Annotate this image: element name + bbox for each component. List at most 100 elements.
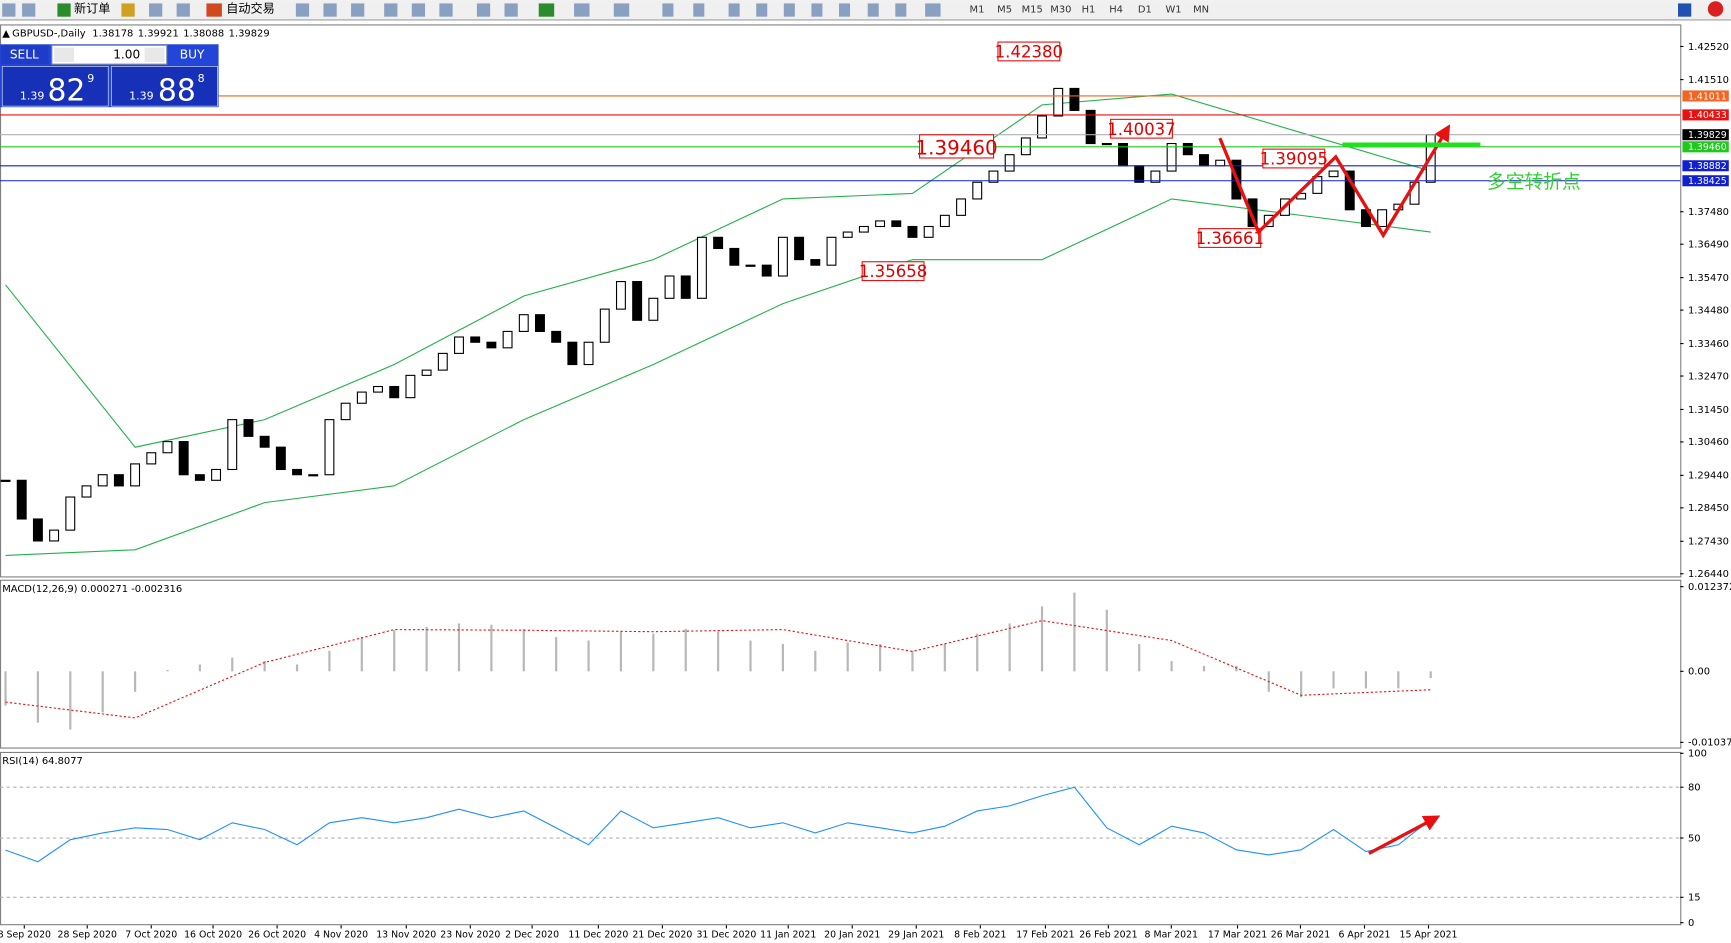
one-click-trading: SELL 1.00 BUY 1.39 82 9 1.39 88 8	[0, 44, 219, 109]
candle	[972, 181, 983, 200]
icon[interactable]	[121, 3, 135, 17]
timeframe-button[interactable]: M1	[970, 4, 985, 15]
candle	[389, 385, 400, 399]
icon[interactable]	[728, 3, 740, 17]
lot-down[interactable]	[54, 47, 74, 62]
icon[interactable]	[295, 3, 310, 17]
bid-big-figure: 1.39	[20, 89, 45, 102]
icon[interactable]	[2, 3, 16, 17]
price-tag-label: 1.40433	[1688, 110, 1727, 121]
icon[interactable]	[1707, 1, 1724, 17]
price-tag	[1682, 129, 1729, 141]
candle	[907, 225, 918, 238]
annotation-label: 1.36661	[1196, 229, 1264, 248]
candle	[1328, 170, 1339, 178]
candle	[130, 463, 141, 487]
lot-input[interactable]	[51, 44, 168, 65]
icon[interactable]	[693, 3, 705, 17]
icon[interactable]	[811, 3, 823, 17]
timeframe-button[interactable]: M5	[997, 4, 1012, 15]
annotation-label: 1.40037	[1107, 120, 1175, 139]
candle	[308, 474, 319, 477]
candle	[421, 369, 432, 376]
macd-bar	[619, 631, 623, 672]
macd-bar	[198, 664, 201, 672]
icon[interactable]	[538, 3, 555, 17]
new-order-button[interactable]: 新订单	[74, 0, 110, 15]
timeframe-button[interactable]: H4	[1109, 4, 1123, 15]
lot-value[interactable]: 1.00	[113, 48, 140, 62]
icon[interactable]	[176, 3, 190, 17]
x-tick-label: 11 Dec 2020	[568, 929, 628, 940]
icon[interactable]	[351, 3, 365, 17]
candle	[227, 419, 238, 471]
symbol-info: GBPUSD-,Daily 1.38178 1.39921 1.38088 1.3982…	[12, 29, 270, 40]
macd-bar	[328, 650, 331, 672]
icon[interactable]	[867, 3, 879, 17]
icon[interactable]	[839, 3, 851, 17]
candle	[729, 247, 740, 266]
icon[interactable]	[895, 3, 907, 17]
timeframe-button[interactable]: M15	[1022, 4, 1043, 15]
x-tick-label: 20 Jan 2021	[824, 929, 880, 940]
y-tick-label: 1.29440	[1688, 471, 1729, 482]
rsi-line	[5, 786, 1432, 863]
candle	[1199, 154, 1209, 167]
icon[interactable]	[323, 3, 337, 17]
macd-bar	[1397, 671, 1400, 689]
icon[interactable]	[57, 3, 71, 17]
candle	[243, 419, 254, 437]
macd-bar	[425, 626, 428, 672]
icon[interactable]	[22, 3, 36, 17]
icon[interactable]	[925, 3, 941, 17]
icon[interactable]	[384, 3, 398, 17]
timeframe-button[interactable]: M30	[1050, 4, 1071, 15]
price-tag	[1682, 175, 1729, 187]
auto-trading-button[interactable]: 自动交易	[226, 0, 275, 15]
candle	[713, 236, 724, 250]
ohlc: 1.39921	[138, 29, 179, 40]
icon[interactable]	[411, 3, 426, 17]
x-tick-label: 16 Oct 2020	[184, 929, 242, 940]
sell-button[interactable]	[1, 45, 49, 65]
lot-up[interactable]	[144, 47, 165, 62]
icon[interactable]	[613, 3, 630, 17]
macd-bar	[652, 633, 655, 672]
x-tick-label: 4 Nov 2020	[314, 929, 368, 940]
icon[interactable]	[1678, 3, 1692, 17]
candle	[761, 264, 772, 277]
icon[interactable]	[206, 3, 222, 17]
y-tick-label: 1.31450	[1688, 405, 1729, 416]
icon[interactable]	[574, 3, 590, 17]
bid-box[interactable]	[1, 66, 109, 107]
candle	[211, 468, 222, 481]
macd-bar	[749, 640, 752, 672]
icon[interactable]	[662, 3, 674, 17]
icon[interactable]	[504, 3, 518, 17]
candle	[259, 435, 270, 448]
ohlc: 1.39829	[229, 29, 270, 40]
timeframe-button[interactable]: MN	[1193, 4, 1209, 15]
candle	[502, 330, 513, 349]
ask-box[interactable]	[111, 66, 218, 107]
x-tick-label: 26 Feb 2021	[1079, 929, 1137, 940]
timeframe-button[interactable]: H1	[1082, 4, 1096, 15]
candle	[615, 281, 626, 310]
buy-label[interactable]: BUY	[180, 48, 205, 62]
timeframe-button[interactable]: D1	[1138, 4, 1152, 15]
timeframe-button[interactable]: W1	[1165, 4, 1181, 15]
sell-label[interactable]: SELL	[10, 48, 39, 62]
collapse-arrow[interactable]: ▲	[2, 29, 10, 40]
y-tick-label: 80	[1688, 783, 1701, 794]
icon[interactable]	[756, 3, 768, 17]
candle	[1004, 154, 1015, 172]
icon[interactable]	[476, 3, 491, 17]
icon[interactable]	[783, 3, 795, 17]
icon[interactable]	[439, 3, 453, 17]
icon[interactable]	[149, 3, 163, 17]
macd-bar	[943, 643, 946, 672]
candle	[16, 479, 27, 520]
candle	[1344, 170, 1355, 211]
